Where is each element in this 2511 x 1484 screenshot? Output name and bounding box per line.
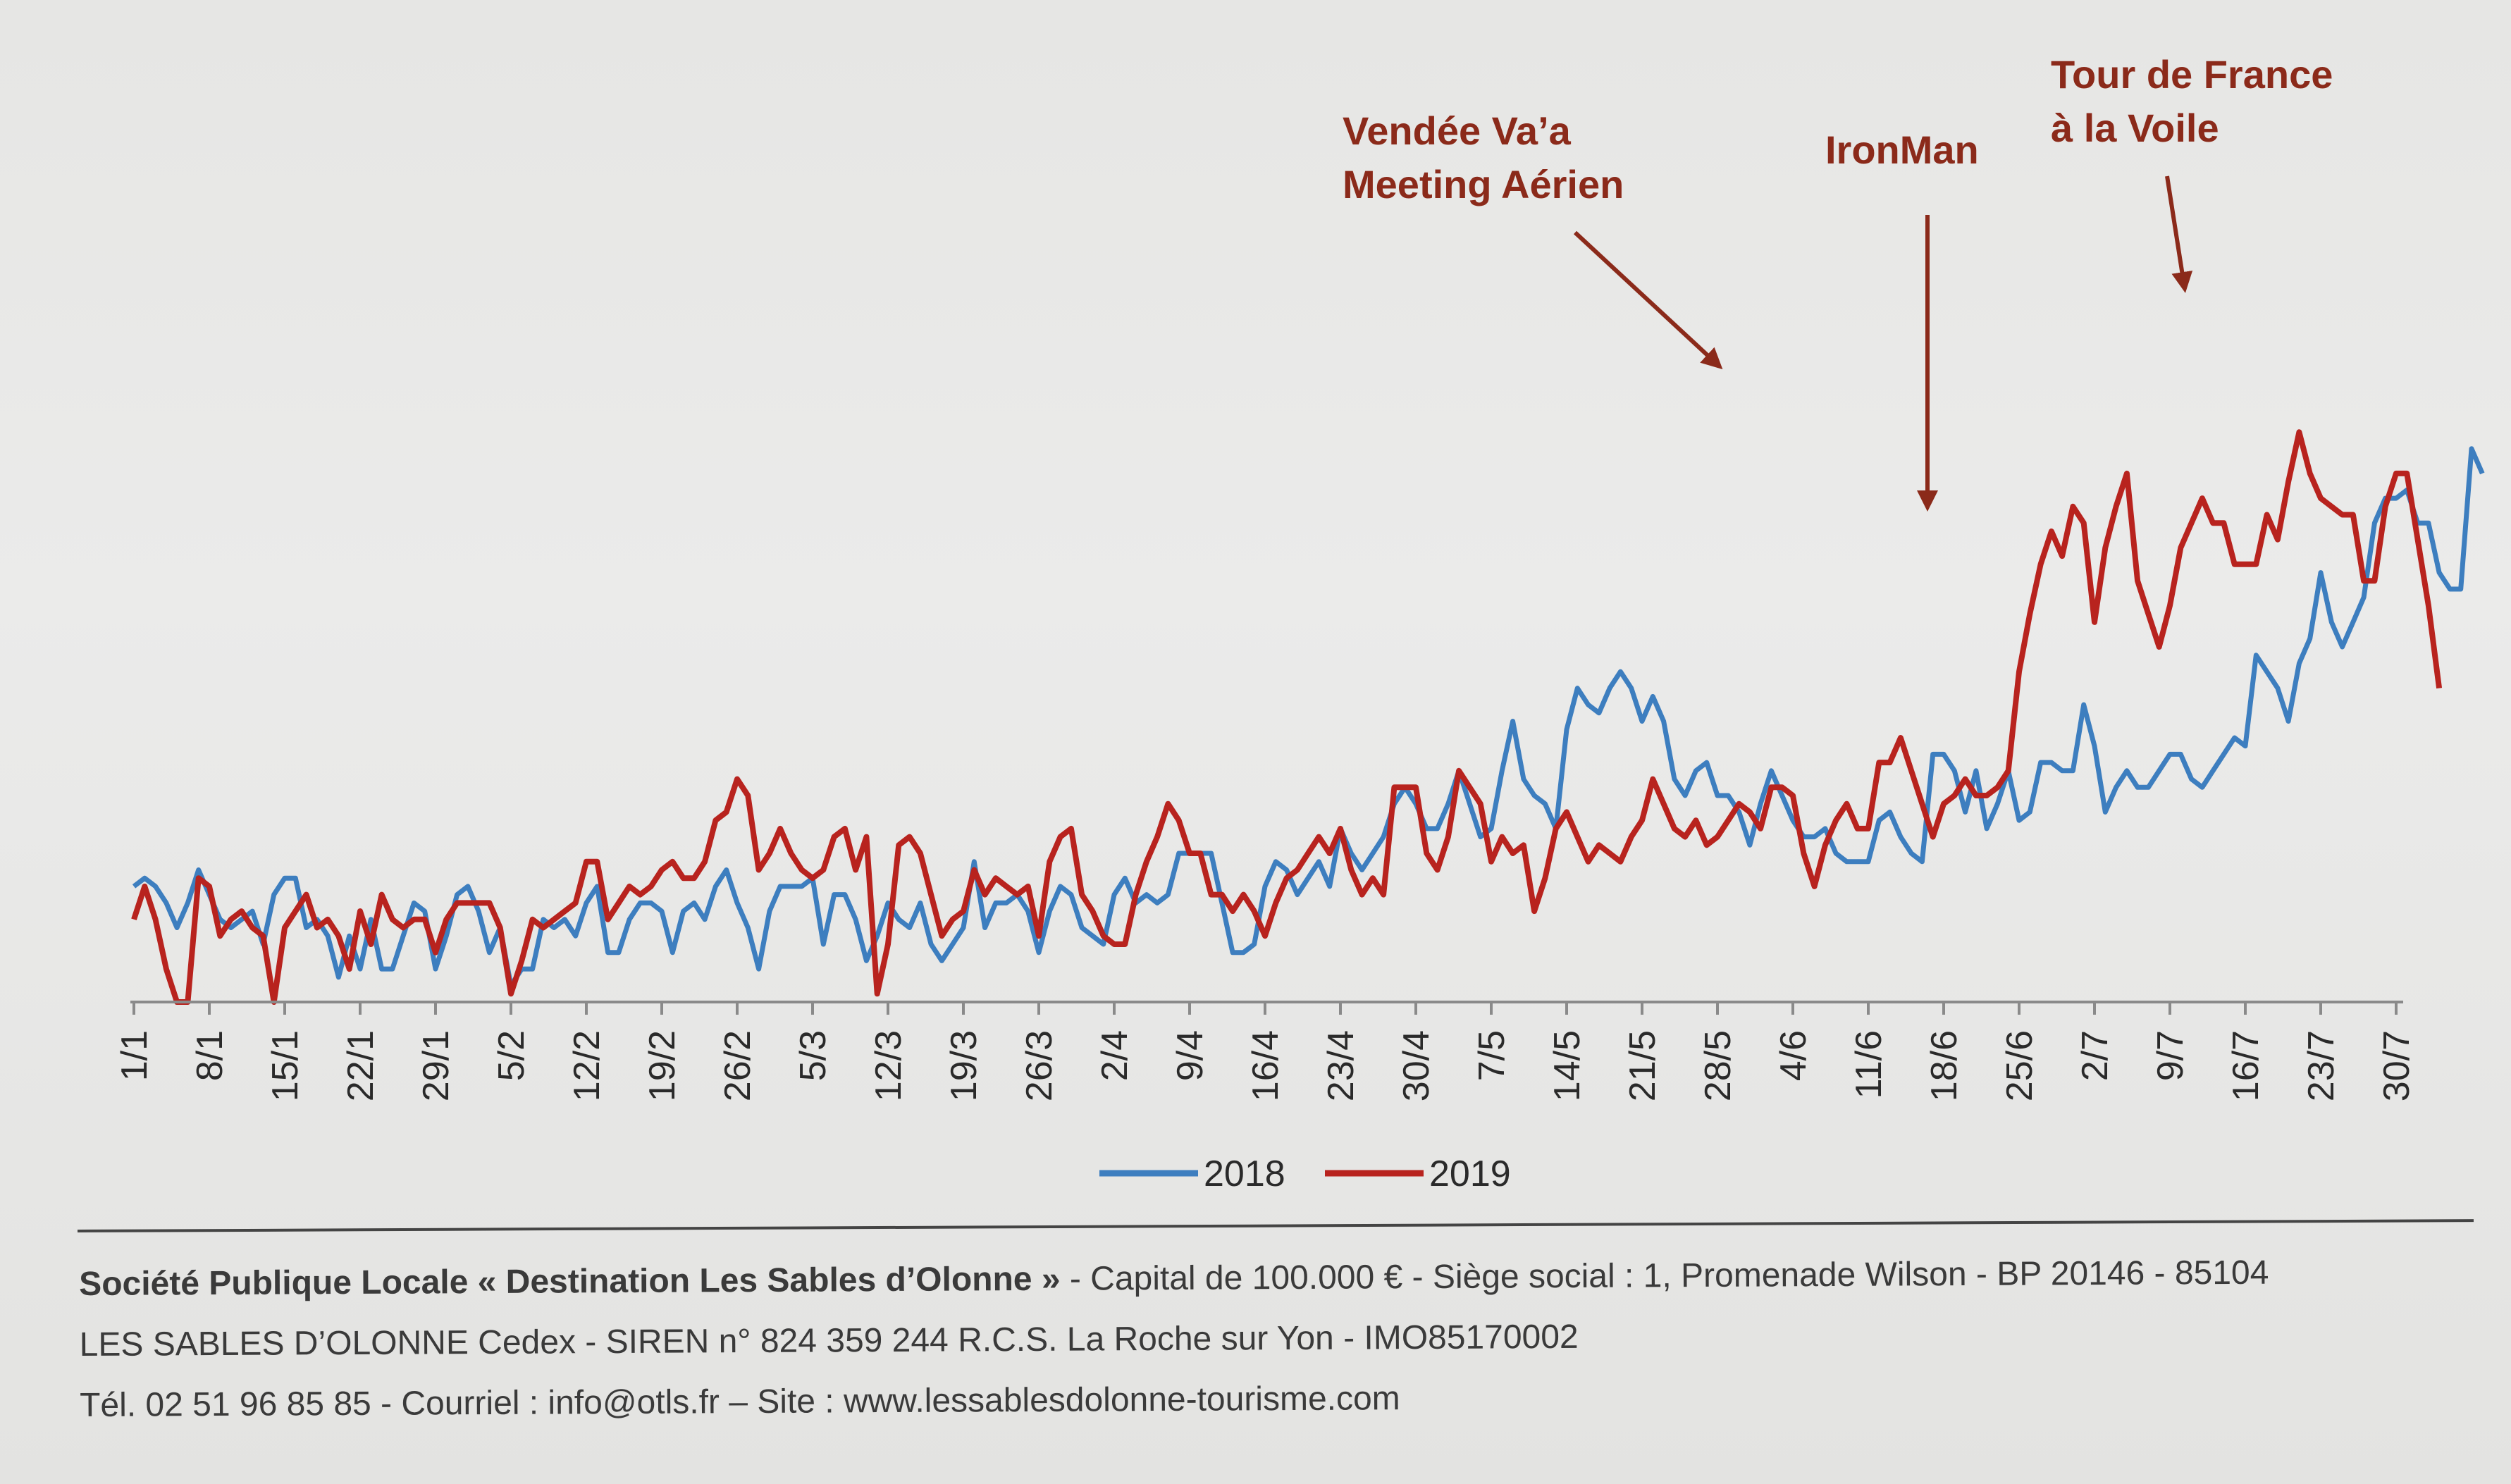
- x-tick-label: 30/4: [1396, 1030, 1437, 1101]
- x-tick-label: 19/3: [944, 1030, 985, 1101]
- annotation-label: Meeting Aérien: [1343, 162, 1624, 206]
- annotations: Vendée Va’a Meeting Aérien IronMan Tour de …: [1343, 52, 2333, 512]
- annotation-label: Vendée Va’a: [1343, 109, 1572, 153]
- x-tick-label: 30/7: [2376, 1030, 2417, 1101]
- series-line-2018: [132, 446, 2485, 989]
- company-details: - Capital de 100.000 € - Siège social : …: [1060, 1254, 2269, 1298]
- annotation-arrow: [1573, 230, 1723, 370]
- annotation-label: IronMan: [1825, 128, 1979, 172]
- x-tick-label: 29/1: [416, 1030, 457, 1101]
- x-tick-label: 22/1: [340, 1030, 381, 1101]
- x-tick-label: 26/2: [717, 1030, 758, 1101]
- x-tick-label: 8/1: [190, 1030, 230, 1081]
- footer: Société Publique Locale « Destination Le…: [79, 1242, 2490, 1436]
- x-tick-label: 7/5: [1472, 1030, 1512, 1081]
- footer-line-3: Tél. 02 51 96 85 85 - Courriel : info@ot…: [79, 1380, 1400, 1424]
- x-tick-label: 19/2: [642, 1030, 683, 1101]
- legend: 2018 2019: [1099, 1154, 1511, 1194]
- x-tick-label: 4/6: [1773, 1030, 1814, 1081]
- x-tick-label: 23/4: [1321, 1030, 1362, 1101]
- x-tick-label: 15/1: [265, 1030, 306, 1101]
- x-tick-label: 5/3: [793, 1030, 834, 1081]
- x-tick-label: 28/5: [1698, 1030, 1739, 1101]
- legend-label: 2018: [1204, 1154, 1285, 1194]
- x-tick-label: 25/6: [1999, 1030, 2040, 1101]
- x-tick-label: 2/7: [2075, 1030, 2116, 1081]
- x-tick-label: 9/7: [2150, 1030, 2191, 1081]
- annotation-arrow: [2165, 175, 2193, 293]
- legend-label: 2019: [1429, 1154, 1511, 1194]
- annotation-label: à la Voile: [2051, 106, 2219, 150]
- series-line-2019: [131, 429, 2443, 1005]
- x-tick-label: 26/3: [1019, 1030, 1060, 1101]
- x-tick-label: 16/4: [1245, 1030, 1286, 1101]
- x-tick-label: 2/4: [1094, 1030, 1135, 1081]
- x-tick-label: 21/5: [1622, 1030, 1663, 1101]
- x-tick-label: 11/6: [1849, 1030, 1889, 1099]
- series-lines: [131, 429, 2485, 1005]
- x-axis-ticks: 1/1 8/1 15/1 22/1 29/1 5/2 12/2 19/2 26/2 5/3 12/3…: [114, 1002, 2417, 1101]
- visitor-chart: Vendée Va’a Meeting Aérien IronMan Tour de …: [114, 52, 2485, 1194]
- x-tick-label: 12/2: [567, 1030, 607, 1101]
- x-tick-label: 16/7: [2226, 1030, 2266, 1101]
- x-tick-label: 5/2: [491, 1030, 532, 1081]
- x-tick-label: 12/3: [868, 1030, 909, 1101]
- company-name: Société Publique Locale « Destination Le…: [79, 1260, 1061, 1303]
- annotation-label: Tour de France: [2051, 52, 2333, 97]
- x-tick-label: 1/1: [114, 1030, 155, 1081]
- x-tick-label: 23/7: [2301, 1030, 2342, 1101]
- x-tick-label: 9/4: [1170, 1030, 1211, 1081]
- x-tick-label: 18/6: [1924, 1030, 1965, 1101]
- footer-divider: [77, 1219, 2474, 1232]
- footer-line-1: Société Publique Locale « Destination Le…: [79, 1242, 2489, 1315]
- x-tick-label: 14/5: [1547, 1030, 1588, 1101]
